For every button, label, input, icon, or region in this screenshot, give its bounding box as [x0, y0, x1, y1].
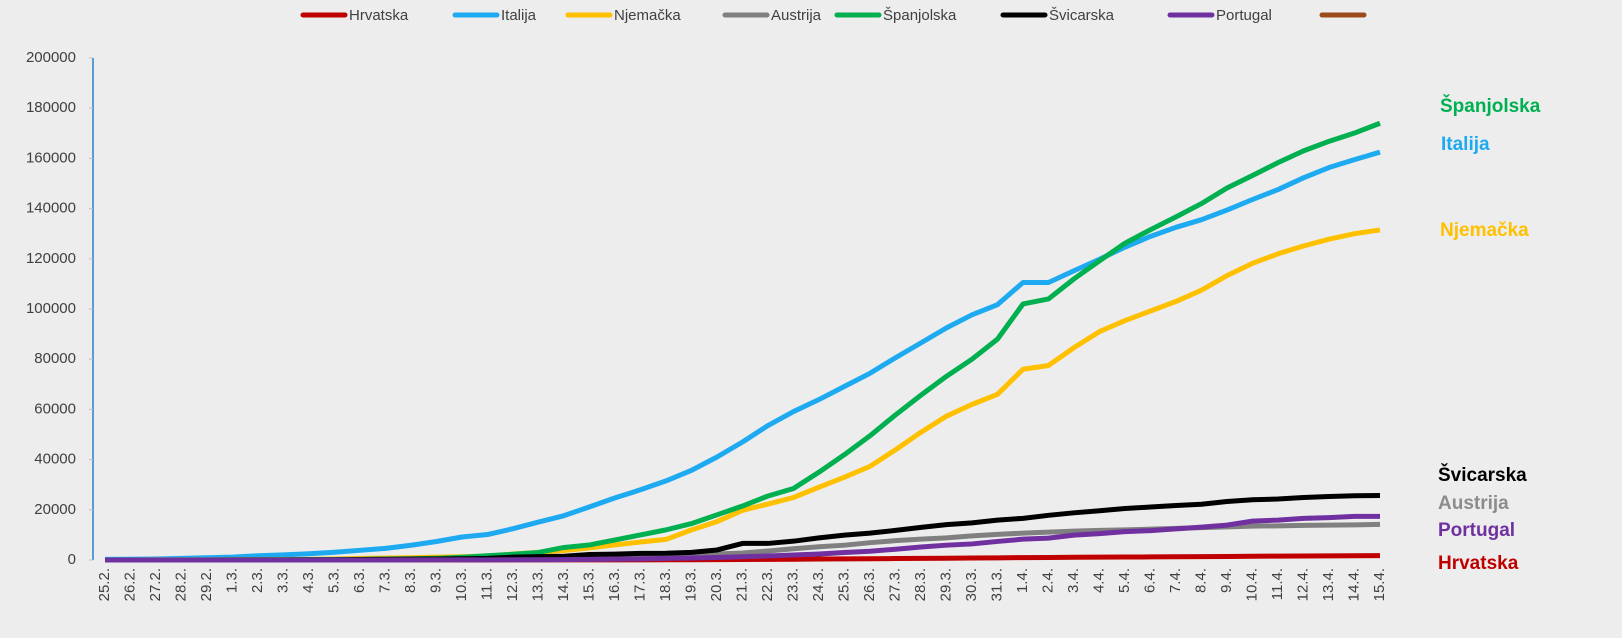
x-tick-label: 27.3. — [886, 568, 903, 601]
series-line — [105, 513, 1380, 563]
x-tick-label: 14.4. — [1345, 568, 1362, 601]
x-tick-label: 24.3. — [810, 568, 827, 601]
x-tick-label: 11.3. — [478, 568, 495, 600]
x-tick-label: 13.4. — [1320, 568, 1337, 601]
x-tick-label: 22.3. — [759, 568, 776, 601]
x-tick-label: 13.3. — [529, 568, 546, 601]
x-tick-label: 6.4. — [1141, 568, 1158, 593]
x-tick-label: 20.3. — [708, 568, 725, 601]
y-tick-label: 120000 — [26, 250, 76, 267]
legend-label: Njemačka — [614, 7, 681, 24]
x-tick-label: 7.4. — [1167, 568, 1184, 593]
x-tick-label: 6.3. — [351, 568, 368, 593]
y-tick-label: 20000 — [34, 501, 76, 518]
x-tick-label: 5.3. — [325, 568, 342, 593]
y-tick-label: 40000 — [34, 451, 76, 468]
x-tick-label: 31.3. — [988, 568, 1005, 601]
x-tick-label: 1.4. — [1014, 568, 1031, 593]
x-tick-label: 9.3. — [427, 568, 444, 593]
x-tick-label: 4.4. — [1090, 568, 1107, 593]
y-tick-label: 140000 — [26, 200, 76, 217]
x-tick-label: 8.4. — [1192, 568, 1209, 593]
series-end-label: Austrija — [1438, 493, 1509, 514]
legend-label: Austrija — [771, 7, 822, 24]
series-end-label: Njemačka — [1440, 220, 1529, 241]
y-tick-label: 0 — [68, 551, 76, 568]
series-line — [104, 120, 1381, 563]
y-tick-label: 100000 — [26, 300, 76, 317]
y-tick-label: 180000 — [26, 99, 76, 116]
x-tick-label: 28.2. — [172, 568, 189, 601]
y-tick-label: 80000 — [34, 350, 76, 367]
x-tick-label: 18.3. — [657, 568, 674, 601]
legend-label: Španjolska — [883, 7, 957, 24]
x-tick-label: 7.3. — [376, 568, 393, 593]
x-tick-label: 27.2. — [147, 568, 164, 601]
series-line — [104, 227, 1381, 563]
legend-label: Italija — [501, 7, 537, 24]
x-tick-label: 16.3. — [606, 568, 623, 601]
x-tick-label: 29.2. — [198, 568, 215, 601]
x-tick-label: 30.3. — [963, 568, 980, 601]
y-tick-label: 60000 — [34, 400, 76, 417]
x-tick-label: 15.3. — [580, 568, 597, 601]
x-tick-label: 11.4. — [1269, 568, 1286, 600]
x-tick-label: 2.4. — [1039, 568, 1056, 593]
series-end-label: Italija — [1441, 134, 1490, 155]
x-tick-label: 25.3. — [835, 568, 852, 601]
series-end-label: Hrvatska — [1438, 553, 1519, 574]
x-tick-label: 14.3. — [555, 568, 572, 601]
x-tick-label: 19.3. — [682, 568, 699, 601]
x-tick-label: 25.2. — [96, 568, 113, 601]
y-tick-label: 160000 — [26, 149, 76, 166]
x-tick-label: 8.3. — [402, 568, 419, 593]
y-tick-label: 200000 — [26, 49, 76, 66]
x-tick-label: 15.4. — [1371, 568, 1388, 601]
x-tick-label: 5.4. — [1116, 568, 1133, 593]
x-tick-label: 4.3. — [300, 568, 317, 593]
x-tick-label: 2.3. — [249, 568, 266, 593]
x-tick-label: 9.4. — [1218, 568, 1235, 593]
legend-label: Portugal — [1216, 7, 1272, 24]
x-tick-label: 26.2. — [121, 568, 138, 601]
x-tick-label: 28.3. — [912, 568, 929, 601]
legend-label: Hrvatska — [349, 7, 409, 24]
x-tick-label: 10.4. — [1243, 568, 1260, 601]
x-tick-label: 26.3. — [861, 568, 878, 601]
series-end-label: Španjolska — [1440, 95, 1541, 117]
series-end-label: Švicarska — [1438, 464, 1527, 486]
x-tick-label: 1.3. — [223, 568, 240, 593]
x-tick-label: 12.3. — [504, 568, 521, 601]
series-end-label: Portugal — [1438, 520, 1515, 541]
x-tick-label: 17.3. — [631, 568, 648, 601]
x-tick-label: 10.3. — [453, 568, 470, 601]
x-tick-label: 3.4. — [1065, 568, 1082, 593]
x-tick-label: 21.3. — [733, 568, 750, 601]
x-tick-label: 12.4. — [1294, 568, 1311, 601]
legend-label: Švicarska — [1049, 7, 1115, 24]
x-tick-label: 23.3. — [784, 568, 801, 601]
series-line — [104, 149, 1381, 562]
x-tick-label: 3.3. — [274, 568, 291, 593]
x-tick-label: 29.3. — [937, 568, 954, 601]
